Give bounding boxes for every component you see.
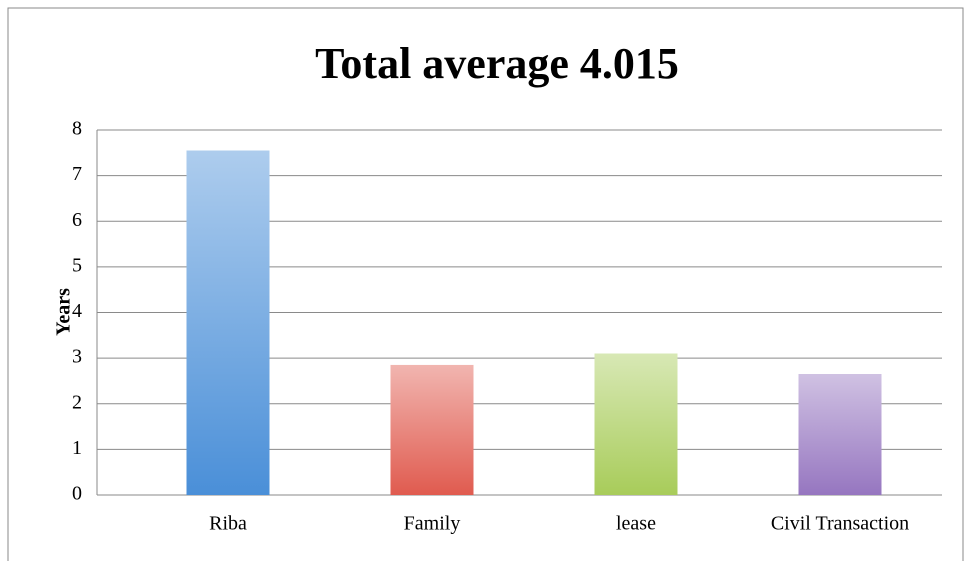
y-tick-label: 8 <box>72 118 82 140</box>
y-axis-label: Years <box>53 288 75 336</box>
bar-sheen <box>594 353 678 495</box>
x-tick-label: lease <box>616 513 656 535</box>
y-tick-label: 2 <box>72 391 82 413</box>
y-tick-label: 0 <box>72 483 82 505</box>
x-tick-label: Riba <box>209 513 247 535</box>
y-tick-label: 6 <box>72 209 82 231</box>
y-tick-label: 5 <box>72 254 82 276</box>
y-tick-label: 4 <box>72 300 82 322</box>
bar-sheen <box>390 364 474 495</box>
chart-frame <box>7 7 964 561</box>
x-tick-label: Family <box>404 513 461 535</box>
y-tick-label: 1 <box>72 437 82 459</box>
chart-title: Total average 4.015 <box>315 39 679 88</box>
y-tick-label: 7 <box>72 163 82 185</box>
y-tick-label: 3 <box>72 346 82 368</box>
bar-sheen <box>798 374 882 495</box>
x-tick-label: Civil Transaction <box>771 513 909 535</box>
bar-sheen <box>186 150 270 495</box>
